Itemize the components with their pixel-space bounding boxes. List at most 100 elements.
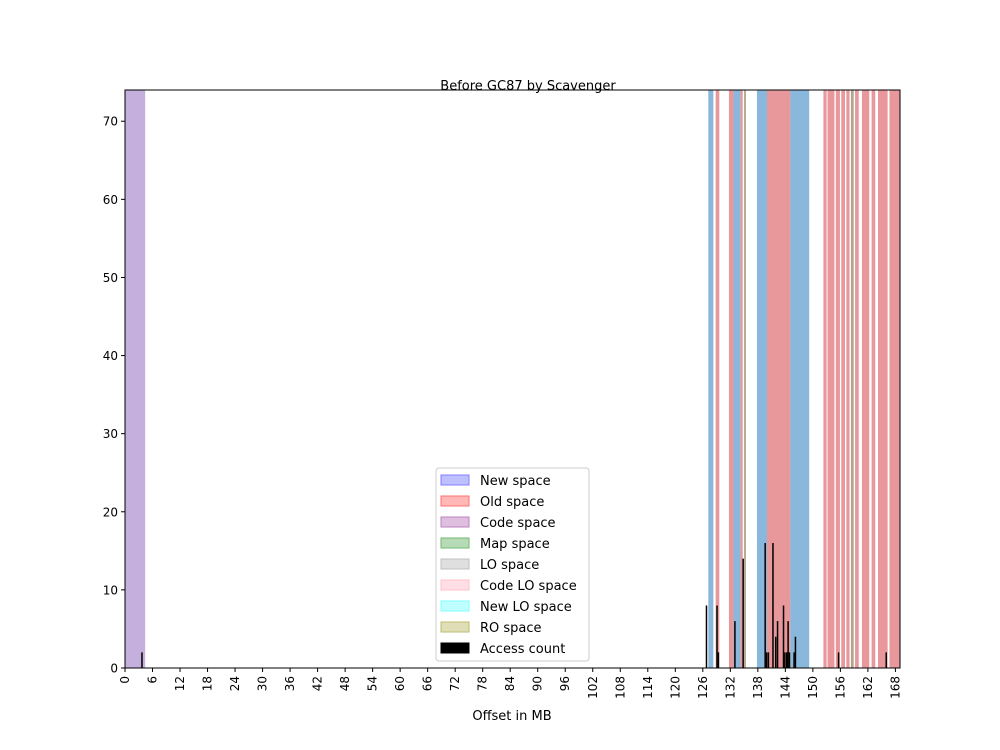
- legend-swatch: [440, 621, 470, 633]
- x-tick-label: 150: [806, 676, 820, 699]
- space-span: [733, 90, 741, 668]
- legend-swatch: [440, 495, 470, 507]
- access-count-bar: [767, 652, 770, 668]
- chart-title: Before GC87 by Scavenger: [440, 79, 616, 94]
- x-tick-label: 108: [613, 676, 627, 699]
- x-tick-label: 162: [861, 676, 875, 699]
- x-tick-label: 72: [448, 676, 462, 691]
- access-count-bar: [776, 621, 779, 668]
- plot-frame: [124, 89, 901, 669]
- space-span: [740, 90, 743, 668]
- access-count-bar: [794, 636, 797, 668]
- space-span: [744, 90, 746, 668]
- access-count-bar: [774, 636, 777, 668]
- space-span: [756, 90, 768, 668]
- legend-label: Old space: [480, 495, 544, 510]
- y-tick-label: 40: [103, 349, 118, 363]
- x-tick-label: 144: [778, 676, 792, 699]
- legend-label: Code space: [480, 516, 556, 531]
- space-span: [850, 90, 854, 668]
- space-span: [767, 90, 791, 668]
- space-span: [823, 90, 827, 668]
- legend-box: [435, 467, 590, 662]
- access-count-bar: [716, 605, 718, 668]
- space-span: [871, 90, 876, 668]
- x-axis-label: Offset in MB: [472, 709, 551, 724]
- space-span: [708, 90, 714, 668]
- x-tick-label: 60: [393, 676, 407, 691]
- x-tick-label: 66: [421, 676, 435, 691]
- access-count-bar: [788, 652, 791, 668]
- space-span: [827, 90, 835, 668]
- x-tick-label: 12: [173, 676, 187, 691]
- space-span: [846, 90, 850, 668]
- legend-label: Access count: [480, 642, 565, 657]
- space-span: [715, 90, 720, 668]
- x-axis-ticks: 0 6 12 18 24 30 36 42 48 54 60 66 72 78 84 90 96 102 108 11…: [118, 668, 902, 699]
- access-count-bar: [772, 543, 774, 668]
- y-tick-label: 10: [103, 583, 118, 597]
- access-count-bar: [837, 652, 840, 668]
- access-count-bar: [742, 558, 744, 668]
- x-tick-label: 78: [476, 676, 490, 691]
- space-span: [877, 90, 888, 668]
- x-tick-label: 96: [558, 676, 572, 691]
- x-tick-label: 30: [256, 676, 270, 691]
- access-count-bar: [141, 652, 143, 668]
- y-tick-label: 60: [103, 193, 118, 207]
- space-span: [855, 90, 859, 668]
- space-span: [125, 90, 146, 668]
- legend-swatch: [440, 516, 470, 528]
- space-span: [728, 90, 734, 668]
- x-tick-label: 6: [146, 676, 160, 684]
- x-tick-label: 36: [283, 676, 297, 691]
- access-count-bar: [885, 652, 887, 668]
- x-tick-label: 126: [696, 676, 710, 699]
- x-tick-label: 54: [366, 676, 380, 691]
- y-tick-label: 20: [103, 505, 118, 519]
- access-count-bar: [787, 621, 789, 668]
- y-tick-label: 50: [103, 271, 118, 285]
- x-tick-label: 84: [503, 676, 517, 691]
- space-span: [835, 90, 840, 668]
- space-span: [790, 90, 810, 668]
- access-count-bar: [764, 543, 766, 668]
- access-count-bar: [784, 652, 786, 668]
- legend-swatch: [440, 579, 470, 591]
- x-tick-label: 120: [668, 676, 682, 699]
- access-count-bar: [734, 621, 736, 668]
- access-count-bar: [782, 605, 785, 668]
- x-tick-label: 48: [338, 676, 352, 691]
- access-count-bar: [765, 652, 768, 668]
- access-count-bar: [717, 652, 720, 668]
- y-tick-label: 70: [103, 115, 118, 129]
- legend-label: Map space: [480, 537, 550, 552]
- legend-swatch: [440, 558, 470, 570]
- space-span: [841, 90, 845, 668]
- access-count-bar: [785, 652, 788, 668]
- x-tick-label: 114: [641, 676, 655, 699]
- legend-label: Code LO space: [480, 579, 577, 594]
- x-tick-label: 168: [888, 676, 902, 699]
- x-tick-label: 18: [201, 676, 215, 691]
- legend-swatch: [440, 600, 470, 612]
- legend-swatch: [440, 474, 470, 486]
- x-tick-label: 102: [586, 676, 600, 699]
- legend-label: New LO space: [480, 600, 572, 615]
- x-tick-label: 0: [118, 676, 132, 684]
- legend-label: New space: [480, 474, 551, 489]
- x-tick-label: 156: [833, 676, 847, 699]
- legend-swatch: [440, 537, 470, 549]
- space-spans: [125, 90, 900, 668]
- space-span: [861, 90, 870, 668]
- x-tick-label: 42: [311, 676, 325, 691]
- legend-swatch: [440, 642, 470, 654]
- x-tick-label: 138: [751, 676, 765, 699]
- x-tick-label: 24: [228, 676, 242, 691]
- x-tick-label: 90: [531, 676, 545, 691]
- y-axis-ticks: 0 10 20 30 40 50 60 70: [103, 115, 125, 676]
- legend-label: LO space: [480, 558, 539, 573]
- access-count-bar: [793, 652, 795, 668]
- legend: New space Old space Code space Map space LO …: [435, 467, 590, 662]
